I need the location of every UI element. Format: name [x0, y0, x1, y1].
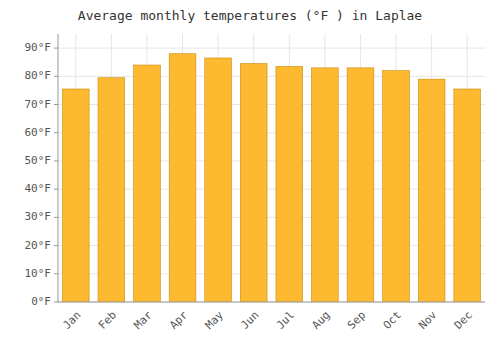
x-tick-label: Jul	[274, 309, 297, 332]
bars	[62, 54, 480, 302]
bar	[169, 54, 196, 302]
y-tick-label: 50°F	[25, 154, 52, 167]
y-tick-label: 20°F	[25, 239, 52, 252]
y-tick	[54, 302, 58, 303]
bar	[98, 78, 125, 302]
x-tick-label: Jan	[60, 309, 83, 332]
y-tick	[54, 245, 58, 246]
bar	[240, 64, 267, 302]
x-tick-label: Dec	[452, 309, 475, 332]
y-tick-label: 0°F	[31, 295, 51, 308]
bar	[418, 79, 445, 302]
x-tick-label: Jun	[238, 309, 261, 332]
y-tick	[54, 132, 58, 133]
bar	[347, 68, 374, 302]
bar	[134, 65, 161, 302]
y-tick-label: 90°F	[25, 41, 52, 54]
y-grid-line	[58, 48, 485, 49]
y-tick	[54, 217, 58, 218]
x-tick-label: Oct	[381, 309, 404, 332]
grid	[58, 34, 485, 302]
y-tick-label: 30°F	[25, 210, 52, 223]
y-tick	[54, 76, 58, 77]
y-tick	[54, 160, 58, 161]
bar	[383, 71, 410, 302]
axes: 0°F 10°F 20°F 30°F 40°F 50°F 60°F 70°F 80°F 90°F J…	[25, 34, 486, 332]
bar	[205, 58, 232, 302]
y-tick	[54, 189, 58, 190]
title: Average monthly temperatures (°F ) in La…	[78, 8, 423, 23]
y-tick-label: 80°F	[25, 69, 52, 82]
bar	[312, 68, 339, 302]
y-axis-line	[58, 34, 59, 302]
chart: 0°F 10°F 20°F 30°F 40°F 50°F 60°F 70°F 80°F 90°F J…	[0, 0, 500, 350]
x-tick-label: Nov	[416, 308, 440, 332]
x-tick-label: Mar	[131, 308, 155, 332]
y-tick-label: 70°F	[25, 98, 52, 111]
bar	[62, 89, 89, 302]
y-tick	[54, 104, 58, 105]
y-tick-label: 40°F	[25, 182, 52, 195]
x-tick-label: May	[203, 308, 227, 332]
x-tick-label: Feb	[96, 309, 119, 332]
bar	[454, 89, 481, 302]
y-tick-label: 60°F	[25, 126, 52, 139]
y-tick	[54, 48, 58, 49]
x-tick-label: Sep	[345, 309, 368, 332]
x-tick-label: Aug	[309, 309, 332, 332]
y-tick-label: 10°F	[25, 267, 52, 280]
chart-container: 0°F 10°F 20°F 30°F 40°F 50°F 60°F 70°F 80°F 90°F J…	[0, 0, 500, 350]
y-tick	[54, 273, 58, 274]
y-grid-line	[58, 302, 485, 303]
bar	[276, 66, 303, 302]
y-grid-line	[58, 76, 485, 77]
x-axis-line	[58, 302, 485, 303]
x-tick-label: Apr	[167, 308, 191, 332]
